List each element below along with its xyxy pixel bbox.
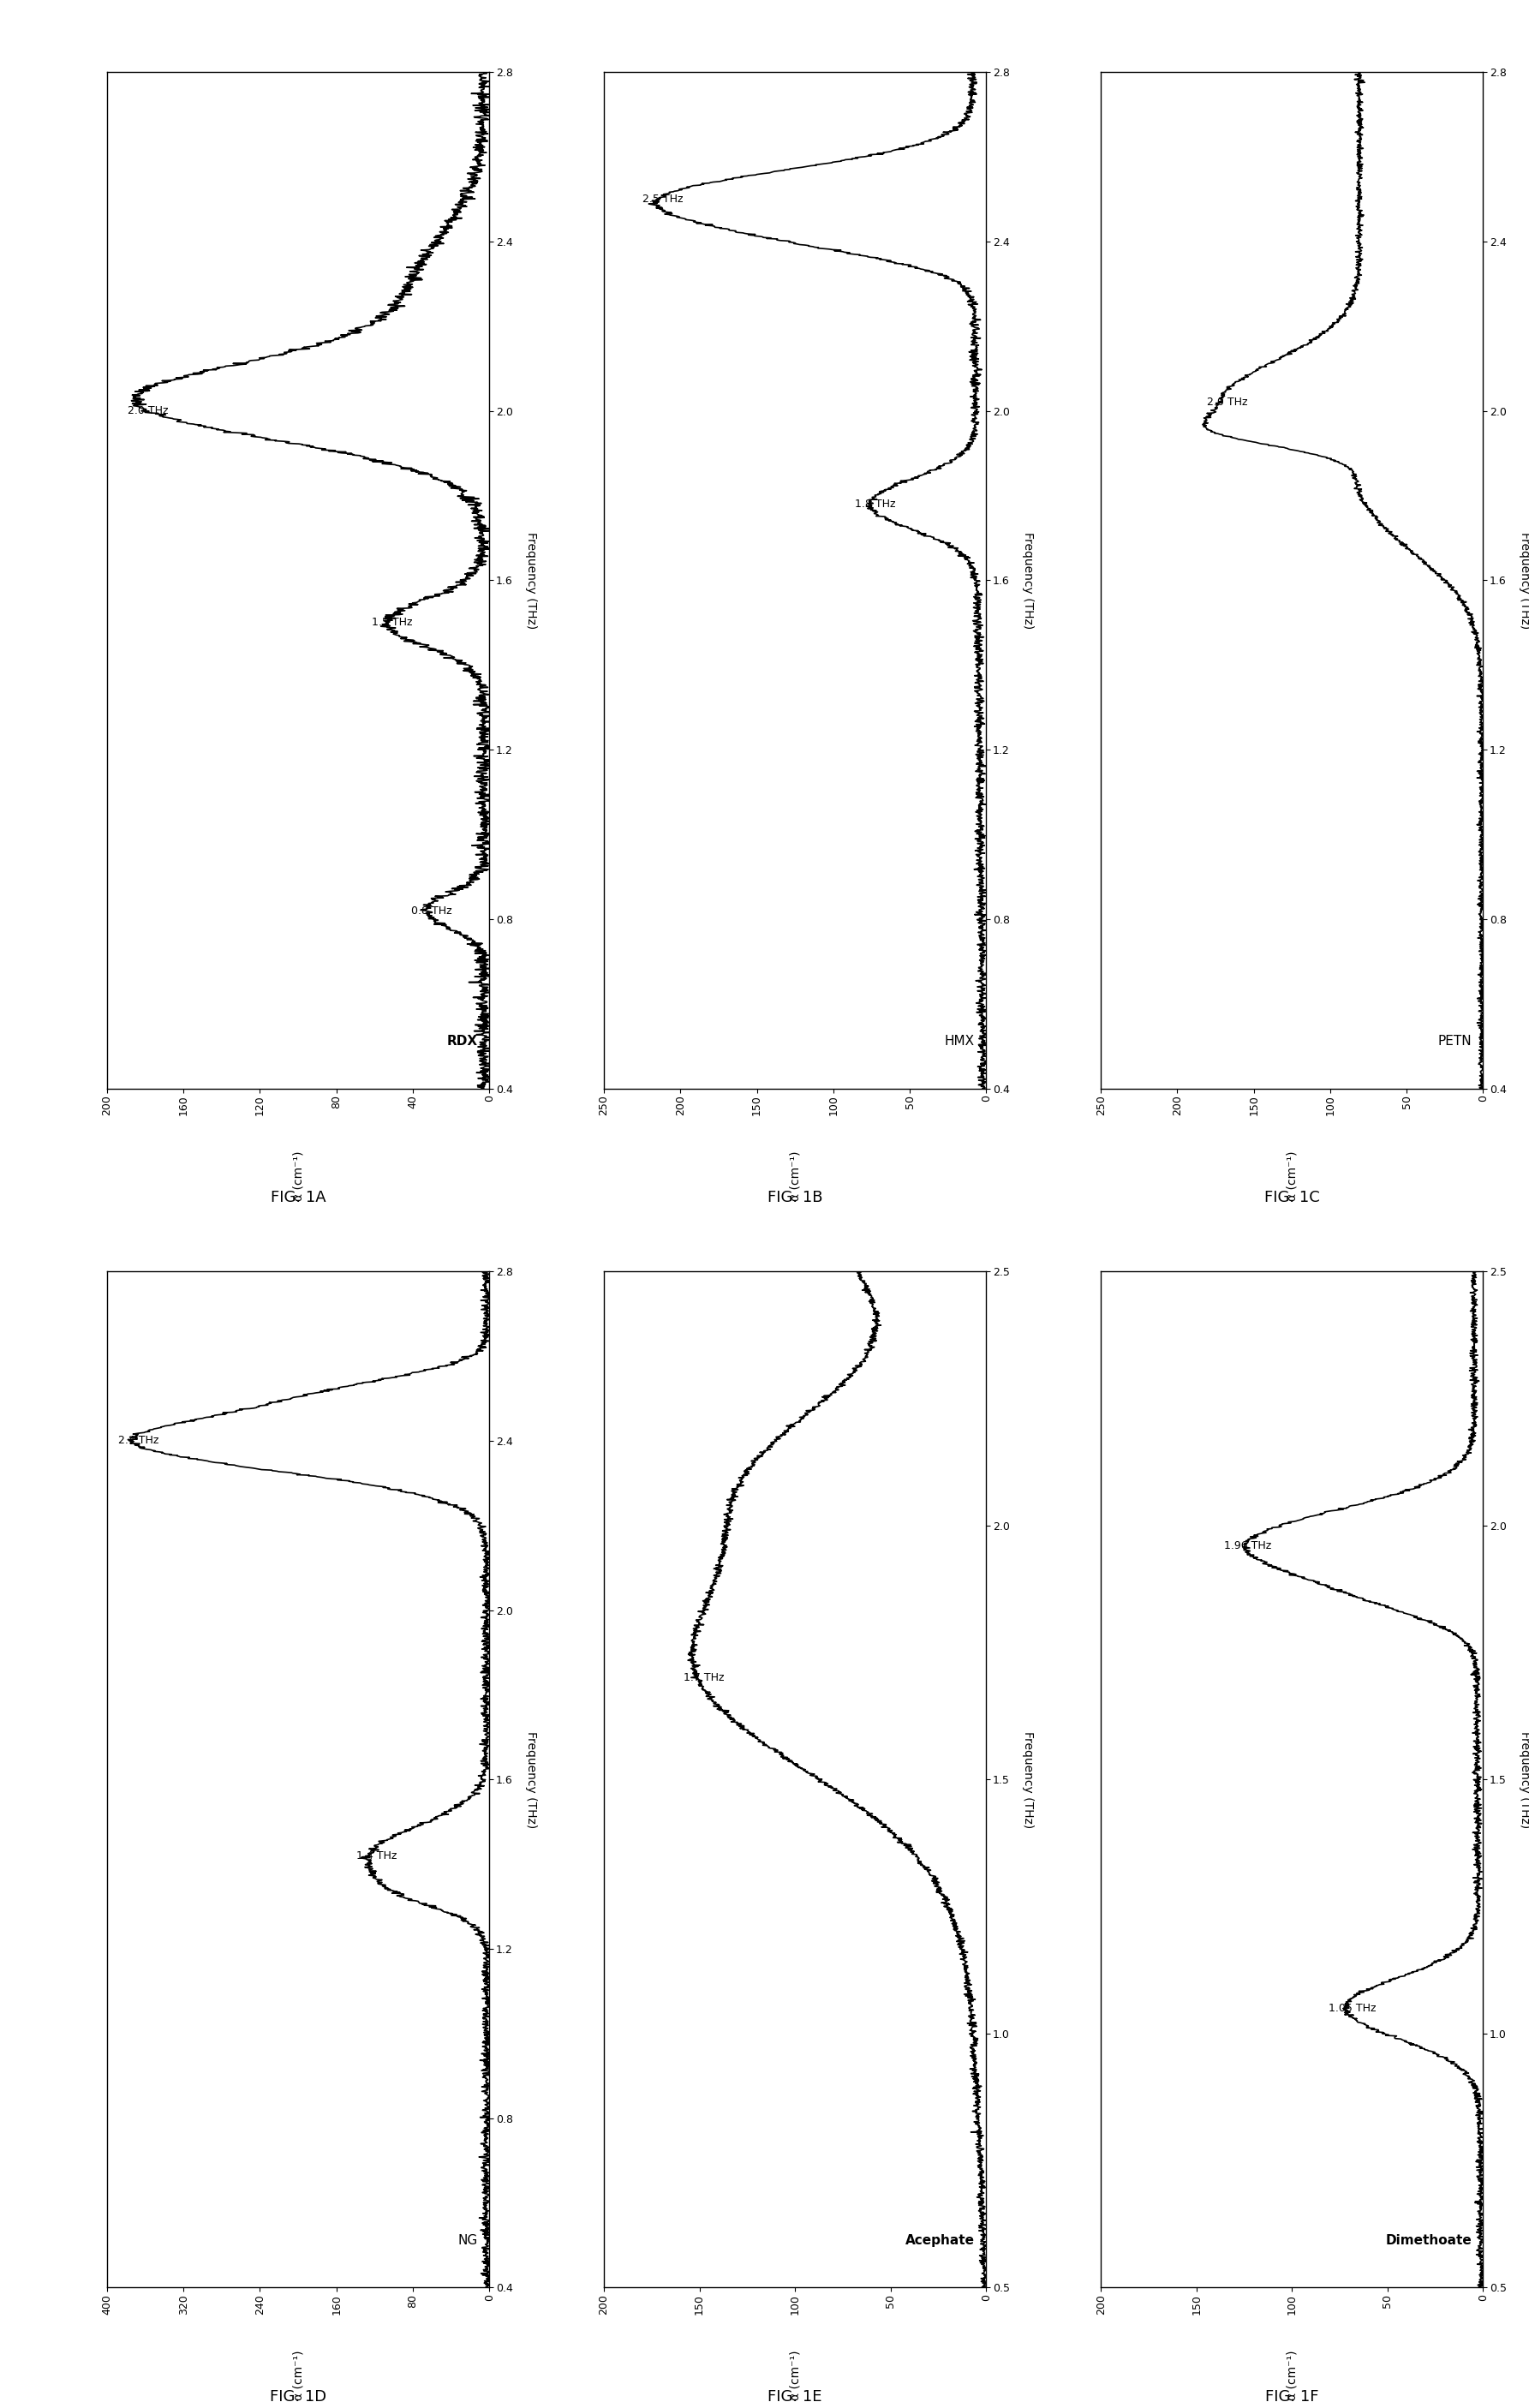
- Text: FIG. 1E: FIG. 1E: [768, 2389, 823, 2406]
- Text: FIG. 1A: FIG. 1A: [271, 1190, 326, 1206]
- Text: HMX: HMX: [945, 1035, 976, 1047]
- Text: 2.0 THz: 2.0 THz: [1208, 397, 1248, 407]
- Text: 2.5 THz: 2.5 THz: [642, 193, 683, 205]
- Text: 0.8 THz: 0.8 THz: [411, 905, 451, 915]
- Text: RDX: RDX: [446, 1035, 477, 1047]
- Text: 2.4 THz: 2.4 THz: [118, 1435, 159, 1447]
- Text: FIG. 1F: FIG. 1F: [1264, 2389, 1320, 2406]
- Text: FIG. 1D: FIG. 1D: [269, 2389, 327, 2406]
- Text: PETN: PETN: [1437, 1035, 1471, 1047]
- X-axis label: α (cm⁻¹): α (cm⁻¹): [292, 1151, 304, 1202]
- Text: Acephate: Acephate: [905, 2235, 976, 2247]
- Y-axis label: Frequency (THz): Frequency (THz): [524, 532, 537, 628]
- Text: 1.4 THz: 1.4 THz: [356, 1849, 396, 1861]
- Y-axis label: Frequency (THz): Frequency (THz): [1021, 532, 1034, 628]
- X-axis label: α (cm⁻¹): α (cm⁻¹): [1286, 2350, 1298, 2401]
- Text: 1.05 THz: 1.05 THz: [1329, 2003, 1376, 2013]
- Y-axis label: Frequency (THz): Frequency (THz): [524, 1731, 537, 1828]
- Text: 2.0 THz: 2.0 THz: [127, 405, 168, 417]
- Text: 1.5 THz: 1.5 THz: [372, 616, 413, 628]
- X-axis label: α (cm⁻¹): α (cm⁻¹): [789, 2350, 801, 2401]
- Text: 1.8 THz: 1.8 THz: [855, 498, 896, 510]
- X-axis label: α (cm⁻¹): α (cm⁻¹): [292, 2350, 304, 2401]
- Text: FIG. 1C: FIG. 1C: [1264, 1190, 1320, 1206]
- Text: Dimethoate: Dimethoate: [1385, 2235, 1471, 2247]
- Y-axis label: Frequency (THz): Frequency (THz): [1518, 532, 1529, 628]
- Text: 1.7 THz: 1.7 THz: [683, 1671, 725, 1683]
- X-axis label: α (cm⁻¹): α (cm⁻¹): [789, 1151, 801, 1202]
- X-axis label: α (cm⁻¹): α (cm⁻¹): [1286, 1151, 1298, 1202]
- Text: NG: NG: [457, 2235, 477, 2247]
- Text: FIG. 1B: FIG. 1B: [768, 1190, 823, 1206]
- Y-axis label: Frequency (THz): Frequency (THz): [1021, 1731, 1034, 1828]
- Y-axis label: Frequency (THz): Frequency (THz): [1518, 1731, 1529, 1828]
- Text: 1.96 THz: 1.96 THz: [1225, 1541, 1272, 1551]
